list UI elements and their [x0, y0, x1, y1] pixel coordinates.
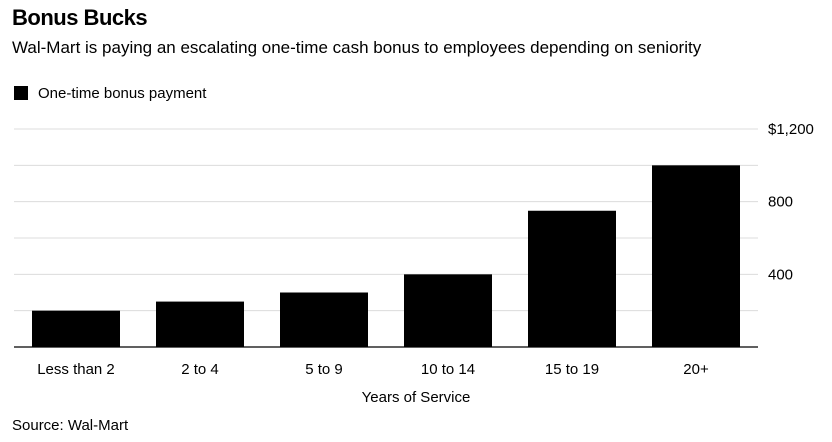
y-tick-label: 400	[768, 266, 793, 283]
x-tick-label: Less than 2	[37, 361, 115, 378]
chart-subtitle: Wal-Mart is paying an escalating one-tim…	[12, 38, 702, 57]
bar	[280, 292, 368, 347]
legend-swatch	[14, 86, 28, 100]
legend: One-time bonus payment	[14, 85, 207, 102]
bar	[32, 310, 120, 347]
x-tick-label: 2 to 4	[181, 361, 219, 378]
bars	[32, 165, 740, 347]
x-tick-label: 10 to 14	[421, 361, 475, 378]
x-tick-label: 20+	[683, 361, 709, 378]
bar	[156, 301, 244, 347]
chart-title: Bonus Bucks	[12, 5, 147, 30]
y-tick-label: 800	[768, 194, 793, 211]
y-axis-ticks: 400 800 $1,200	[768, 121, 814, 283]
bar	[404, 274, 492, 347]
bar	[528, 210, 616, 347]
bar	[652, 165, 740, 347]
x-tick-label: 15 to 19	[545, 361, 599, 378]
legend-label: One-time bonus payment	[38, 85, 207, 102]
y-tick-label: $1,200	[768, 121, 814, 138]
source-note: Source: Wal-Mart	[12, 417, 129, 434]
x-axis-ticks: Less than 2 2 to 4 5 to 9 10 to 14 15 to 19 2…	[37, 361, 709, 378]
x-tick-label: 5 to 9	[305, 361, 343, 378]
gridlines	[14, 128, 758, 312]
x-axis-label: Years of Service	[362, 389, 471, 406]
